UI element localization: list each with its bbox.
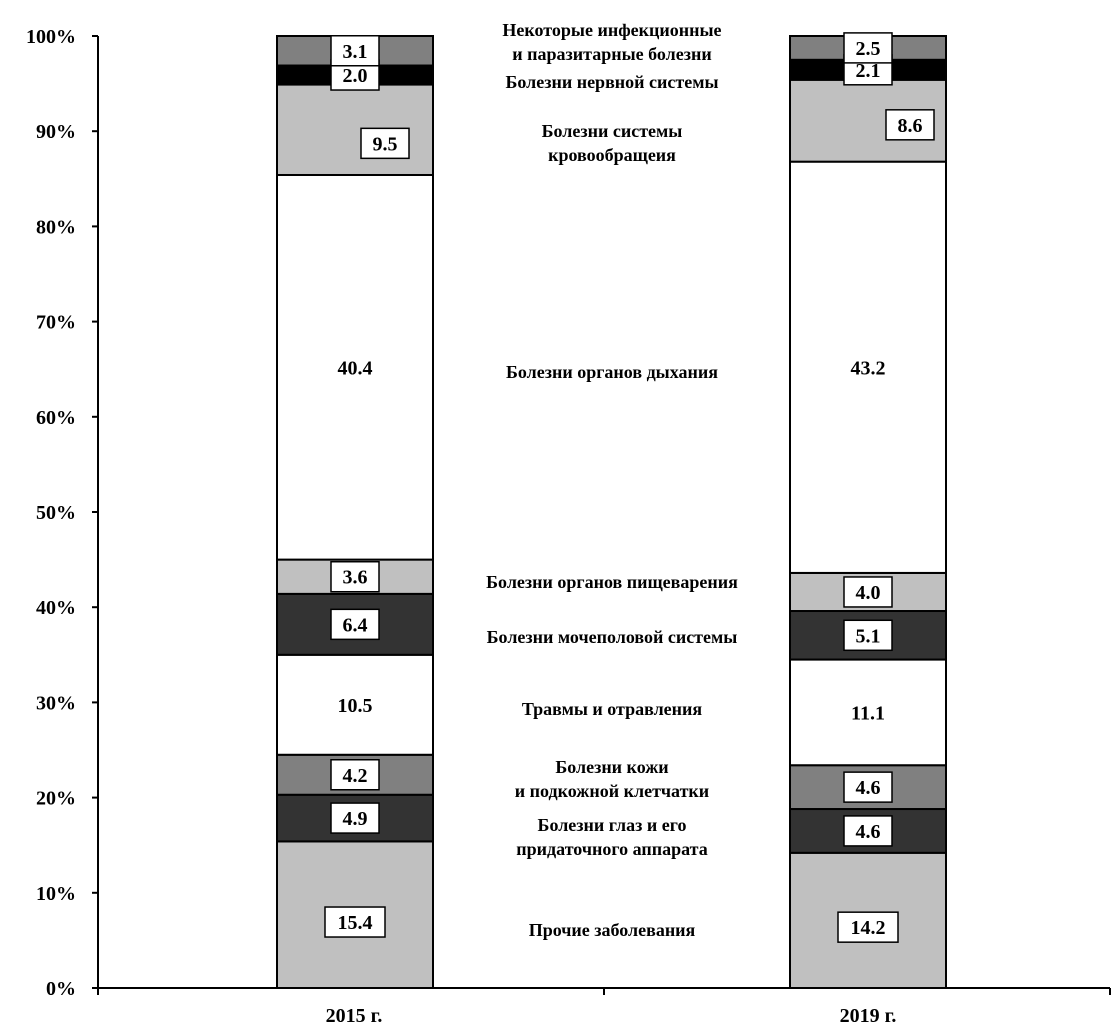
series-label: и паразитарные болезни	[512, 44, 711, 64]
y-tick-label: 100%	[26, 26, 76, 48]
data-label: 2.1	[856, 60, 881, 82]
data-label-box	[330, 608, 380, 641]
series-label: придаточного аппарата	[516, 839, 707, 859]
data-label-box	[330, 802, 380, 834]
x-category-label: 2019 г.	[840, 1005, 897, 1027]
data-label: 5.1	[856, 625, 881, 647]
data-label: 15.4	[338, 912, 373, 934]
data-label: 3.1	[343, 41, 368, 63]
series-label: и подкожной клетчатки	[515, 781, 709, 801]
data-label: 4.9	[343, 808, 368, 830]
data-label-box	[330, 560, 380, 593]
y-tick-label: 60%	[36, 407, 76, 429]
series-label: Болезни глаз и его	[538, 815, 687, 835]
data-label-box	[837, 911, 899, 943]
data-label: 14.2	[851, 917, 886, 939]
data-label: 4.6	[856, 777, 881, 799]
series-label: Болезни кожи	[555, 757, 668, 777]
series-label: Болезни органов пищеварения	[486, 572, 738, 592]
data-label: 11.1	[851, 702, 885, 724]
series-label: Некоторые инфекционные	[502, 20, 721, 40]
data-label-box	[360, 127, 410, 160]
series-label: Болезни системы	[542, 121, 683, 141]
data-label: 10.5	[338, 695, 373, 717]
data-label: 6.4	[343, 614, 368, 636]
data-label: 4.6	[856, 821, 881, 843]
y-tick-label: 70%	[36, 312, 76, 334]
data-label-box	[843, 815, 893, 847]
bar-segment	[789, 658, 947, 767]
series-label: кровообращеия	[548, 145, 676, 165]
data-label-box	[843, 771, 893, 803]
data-label: 2.5	[856, 38, 881, 60]
data-label: 4.0	[856, 582, 881, 604]
bar-segment	[276, 173, 434, 561]
y-tick-label: 10%	[36, 883, 76, 905]
data-label-box	[843, 32, 893, 64]
data-label: 40.4	[338, 357, 373, 379]
bar-segment	[789, 160, 947, 574]
y-tick-label: 80%	[36, 216, 76, 238]
data-label-box	[324, 906, 386, 938]
bar-segment	[276, 653, 434, 756]
x-category-label: 2015 г.	[326, 1005, 383, 1027]
y-tick-label: 90%	[36, 121, 76, 143]
data-label-box	[843, 576, 893, 608]
data-label: 3.6	[343, 567, 368, 589]
data-label-box	[330, 35, 380, 67]
bar-segment	[276, 83, 434, 176]
data-label: 9.5	[373, 133, 398, 155]
y-tick-label: 30%	[36, 692, 76, 714]
y-tick-label: 40%	[36, 597, 76, 619]
y-tick-label: 20%	[36, 788, 76, 810]
data-label: 2.0	[343, 65, 368, 87]
series-label: Травмы и отравления	[522, 699, 703, 719]
series-label: Болезни мочеполовой системы	[487, 627, 738, 647]
data-label-box	[885, 109, 935, 141]
series-label: Болезни нервной системы	[505, 72, 718, 92]
data-label-box	[330, 759, 380, 791]
data-label: 4.2	[343, 765, 368, 787]
series-label: Прочие заболевания	[529, 920, 696, 940]
data-label: 8.6	[898, 115, 923, 137]
y-tick-label: 0%	[46, 978, 76, 1000]
data-label-box	[843, 619, 893, 652]
series-label: Болезни органов дыхания	[506, 362, 718, 382]
y-tick-label: 50%	[36, 502, 76, 524]
data-label: 43.2	[851, 357, 886, 379]
